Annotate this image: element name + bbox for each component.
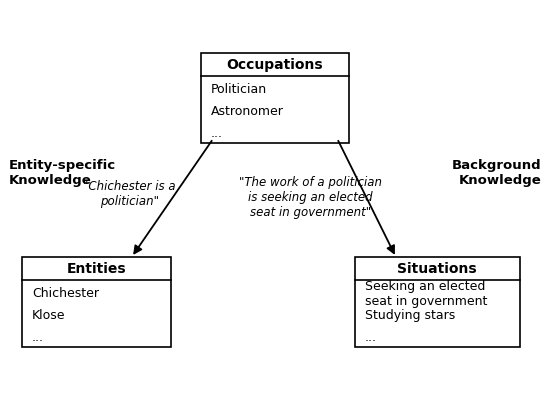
Text: "Chichester is a
politician": "Chichester is a politician" bbox=[83, 180, 175, 208]
Text: Occupations: Occupations bbox=[227, 58, 323, 72]
Text: Klose: Klose bbox=[32, 309, 65, 322]
Text: Studying stars: Studying stars bbox=[365, 309, 455, 322]
Bar bbox=[22, 257, 170, 347]
Text: ...: ... bbox=[32, 331, 44, 344]
Text: ...: ... bbox=[211, 127, 223, 140]
Bar bbox=[201, 53, 349, 143]
Text: ...: ... bbox=[365, 331, 377, 344]
Text: Chichester: Chichester bbox=[32, 287, 99, 300]
Text: Background
Knowledge: Background Knowledge bbox=[452, 160, 542, 187]
Text: Entities: Entities bbox=[67, 262, 126, 276]
Text: "The work of a politician
is seeking an elected
seat in government": "The work of a politician is seeking an … bbox=[239, 176, 382, 220]
Text: Situations: Situations bbox=[398, 262, 477, 276]
Text: Politician: Politician bbox=[211, 83, 267, 96]
Text: Entity-specific
Knowledge: Entity-specific Knowledge bbox=[8, 160, 116, 187]
Text: Seeking an elected
seat in government: Seeking an elected seat in government bbox=[365, 279, 487, 308]
Bar bbox=[355, 257, 520, 347]
Text: Astronomer: Astronomer bbox=[211, 105, 284, 118]
